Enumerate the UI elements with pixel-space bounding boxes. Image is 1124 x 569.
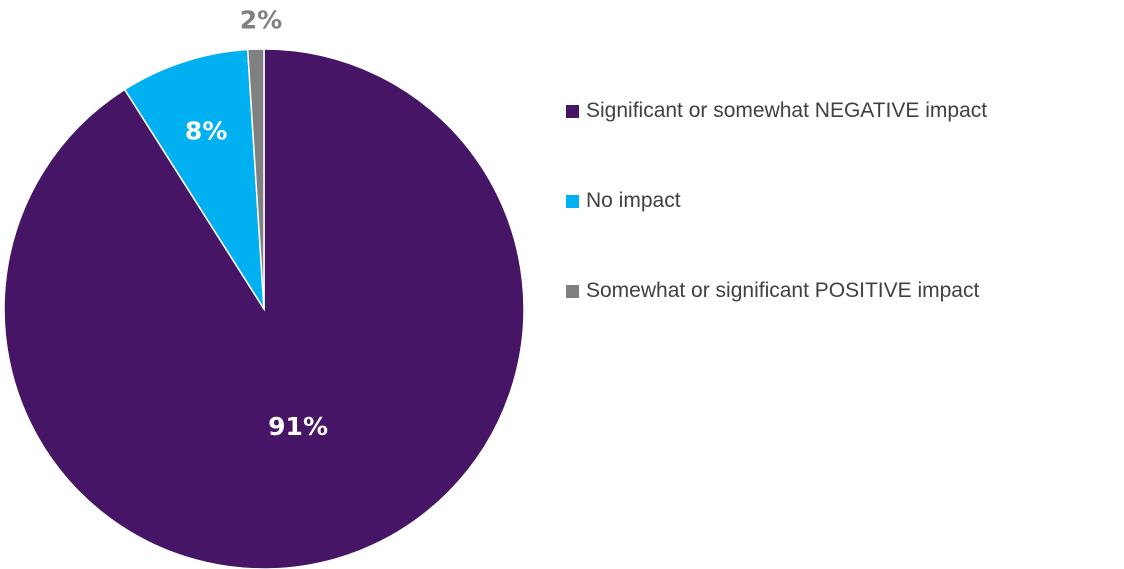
pie-slice-positive-impact [246, 48, 265, 310]
legend-swatch-negative-impact [566, 104, 579, 118]
legend-swatch-positive-impact [566, 284, 579, 298]
legend-item-no-impact: No impact [566, 186, 987, 216]
legend-label-no-impact: No impact [586, 189, 681, 212]
legend-label-negative-impact: Significant or somewhat NEGATIVE impact [586, 99, 988, 122]
data-label-negative-impact: 91% [268, 412, 328, 441]
data-label-positive-impact: 2% [240, 6, 282, 35]
legend-label-positive-impact: Somewhat or significant POSITIVE impact [586, 279, 980, 302]
pie-chart: 91% 8% 2% [3, 6, 525, 569]
data-label-no-impact: 8% [185, 116, 227, 145]
legend: Significant or somewhat NEGATIVE impact … [566, 96, 987, 366]
legend-swatch-no-impact [566, 194, 579, 208]
legend-item-negative-impact: Significant or somewhat NEGATIVE impact [566, 96, 987, 126]
legend-item-positive-impact: Somewhat or significant POSITIVE impact [566, 276, 987, 306]
pie-slice-no-impact [123, 48, 265, 310]
